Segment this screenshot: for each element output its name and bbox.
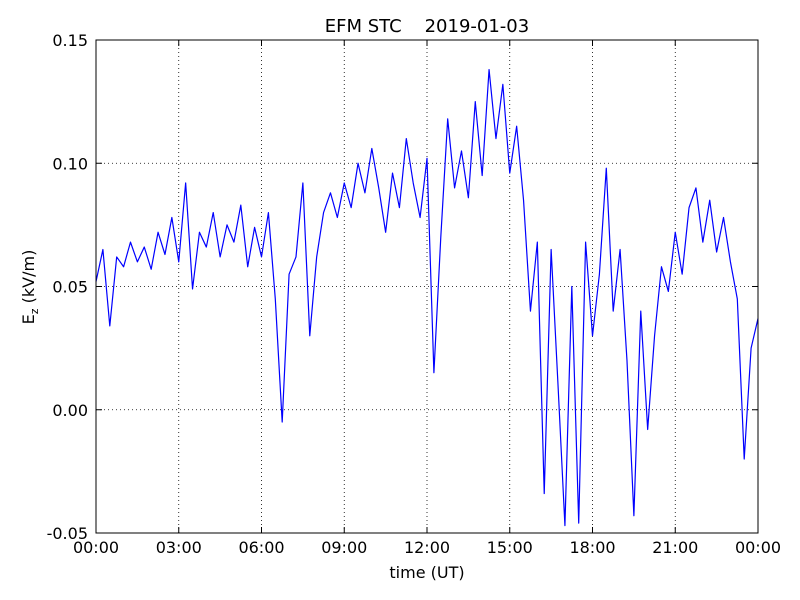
x-tick-label: 00:00 bbox=[735, 538, 781, 557]
y-tick-label: 0.15 bbox=[52, 31, 88, 50]
x-axis-label: time (UT) bbox=[389, 563, 464, 582]
y-axis-label: Ez (kV/m) bbox=[19, 250, 41, 325]
x-tick-label: 21:00 bbox=[652, 538, 698, 557]
chart-title: EFM STC 2019-01-03 bbox=[325, 16, 529, 37]
y-tick-label: 0.05 bbox=[52, 278, 88, 297]
x-tick-label: 12:00 bbox=[404, 538, 450, 557]
y-tick-label: 0.10 bbox=[52, 154, 88, 173]
y-label-rest: (kV/m) bbox=[19, 250, 38, 309]
plot-frame bbox=[95, 39, 759, 534]
y-label-sub: z bbox=[28, 308, 41, 314]
y-tick-label: 0.00 bbox=[52, 401, 88, 420]
x-tick-label: 18:00 bbox=[569, 538, 615, 557]
x-tick-label: 00:00 bbox=[73, 538, 119, 557]
x-tick-label: 06:00 bbox=[238, 538, 284, 557]
y-tick-label: -0.05 bbox=[47, 524, 88, 543]
x-tick-label: 15:00 bbox=[487, 538, 533, 557]
data-line bbox=[95, 68, 759, 527]
y-label-base: E bbox=[19, 314, 38, 324]
x-tick-label: 03:00 bbox=[156, 538, 202, 557]
x-tick-label: 09:00 bbox=[321, 538, 367, 557]
